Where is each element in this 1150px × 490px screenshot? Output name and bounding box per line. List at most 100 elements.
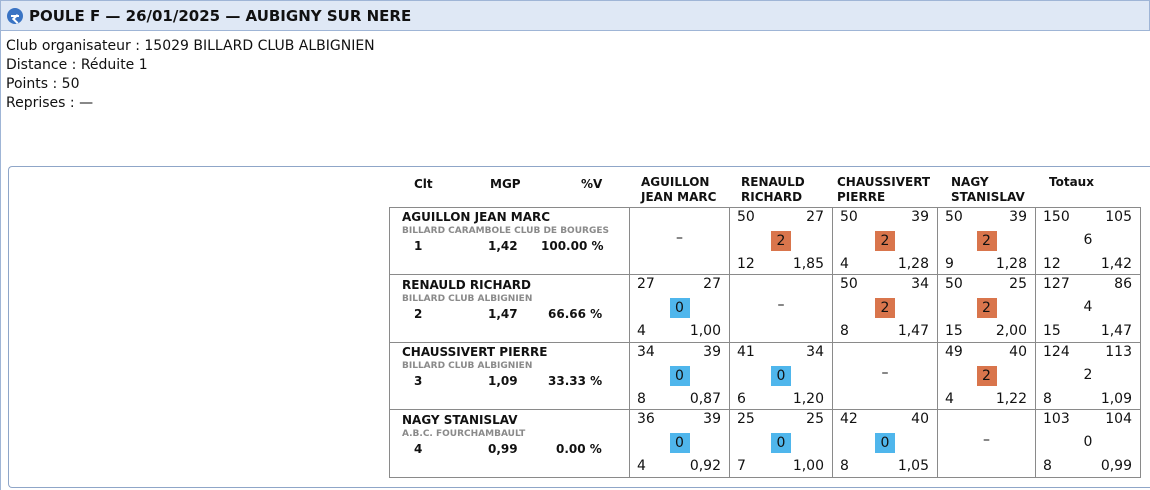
loss-points-badge: 0 xyxy=(669,366,690,386)
opponent-points: 34 xyxy=(806,344,824,360)
average: 1,00 xyxy=(689,323,721,339)
opponent-points: 86 xyxy=(1114,276,1132,292)
innings: 8 xyxy=(840,323,849,339)
match-cell: 42 40 8 1,05 0 xyxy=(833,410,937,476)
player-name: AGUILLON JEAN MARC xyxy=(402,210,551,224)
match-cell: 49 40 4 1,22 2 xyxy=(938,343,1035,409)
opponent-points: 104 xyxy=(1105,411,1132,427)
totals-cell: 127 86 15 1,47 4 xyxy=(1036,275,1140,341)
points-scored: 127 xyxy=(1043,276,1070,292)
header-opponent-3: CHAUSSIVERT PIERRE xyxy=(837,175,931,204)
self-match-cell: – xyxy=(630,208,729,274)
grid-line xyxy=(1140,207,1141,478)
grid-line xyxy=(832,207,833,478)
innings: 4 xyxy=(840,256,849,272)
points-scored: 50 xyxy=(840,209,858,225)
player-pv: 33.33 % xyxy=(548,374,603,388)
total-match-points: 2 xyxy=(1083,367,1093,383)
total-match-points: 0 xyxy=(1083,434,1093,450)
empty-match-dash: – xyxy=(983,432,990,448)
match-cell: 50 34 8 1,47 2 xyxy=(833,275,937,341)
grid-line xyxy=(389,207,390,478)
grid-line xyxy=(389,342,1141,343)
points-scored: 25 xyxy=(737,411,755,427)
loss-points-badge: 0 xyxy=(669,298,690,318)
opponent-points: 27 xyxy=(703,276,721,292)
innings: 8 xyxy=(1043,458,1052,474)
player-mgp: 1,42 xyxy=(488,239,518,253)
innings: 8 xyxy=(1043,391,1052,407)
info-organizer: Club organisateur : 15029 BILLARD CLUB A… xyxy=(6,38,375,54)
opponent-points: 25 xyxy=(806,411,824,427)
player-club: BILLARD CARAMBOLE CLUB DE BOURGES xyxy=(402,226,609,236)
average: 1,20 xyxy=(792,391,824,407)
innings: 4 xyxy=(637,458,646,474)
average: 1,47 xyxy=(1100,323,1132,339)
points-scored: 41 xyxy=(737,344,755,360)
opponent-points: 34 xyxy=(911,276,929,292)
header-opponent-4: NAGY STANISLAV xyxy=(951,175,1025,204)
title-bar: POULE F — 26/01/2025 — AUBIGNY SUR NERE xyxy=(0,0,1150,31)
total-match-points: 6 xyxy=(1083,232,1093,248)
loss-points-badge: 0 xyxy=(875,433,895,453)
player-mgp: 1,09 xyxy=(488,374,518,388)
totals-cell: 124 113 8 1,09 2 xyxy=(1036,343,1140,409)
player-name: NAGY STANISLAV xyxy=(402,413,518,427)
innings: 15 xyxy=(1043,323,1061,339)
player-club: BILLARD CLUB ALBIGNIEN xyxy=(402,361,533,371)
opponent-points: 40 xyxy=(1009,344,1027,360)
header-totals: Totaux xyxy=(1049,175,1094,189)
header-opponent-1: AGUILLON JEAN MARC xyxy=(641,175,717,204)
points-scored: 50 xyxy=(840,276,858,292)
average: 1,47 xyxy=(897,323,929,339)
innings: 4 xyxy=(945,391,954,407)
points-scored: 50 xyxy=(737,209,755,225)
header-clt: Clt xyxy=(414,177,433,191)
points-scored: 50 xyxy=(945,276,963,292)
opponent-points: 27 xyxy=(806,209,824,225)
player-mgp: 0,99 xyxy=(488,442,518,456)
innings: 7 xyxy=(737,458,746,474)
match-cell: 50 25 15 2,00 2 xyxy=(938,275,1035,341)
page-title: POULE F — 26/01/2025 — AUBIGNY SUR NERE xyxy=(29,6,412,25)
win-points-badge: 2 xyxy=(976,366,997,386)
grid-line xyxy=(937,207,938,478)
match-cell: 41 34 6 1,20 0 xyxy=(730,343,832,409)
points-scored: 124 xyxy=(1043,344,1070,360)
info-reprises: Reprises : — xyxy=(6,95,94,111)
player-pv: 100.00 % xyxy=(541,239,604,253)
average: 1,28 xyxy=(897,256,929,272)
info-points: Points : 50 xyxy=(6,76,80,92)
self-match-cell: – xyxy=(730,275,832,341)
opponent-points: 40 xyxy=(911,411,929,427)
opponent-points: 39 xyxy=(703,344,721,360)
average: 2,00 xyxy=(995,323,1027,339)
average: 0,92 xyxy=(689,458,721,474)
header-pv: %V xyxy=(581,177,603,191)
innings: 8 xyxy=(840,458,849,474)
back-arrow-icon[interactable] xyxy=(7,7,23,24)
average: 1,85 xyxy=(792,256,824,272)
points-scored: 103 xyxy=(1043,411,1070,427)
player-clt: 4 xyxy=(414,442,423,456)
innings: 12 xyxy=(737,256,755,272)
match-cell: 50 39 9 1,28 2 xyxy=(938,208,1035,274)
opponent-points: 105 xyxy=(1105,209,1132,225)
header-mgp: MGP xyxy=(490,177,521,191)
self-match-cell: – xyxy=(833,343,937,409)
player-clt: 1 xyxy=(414,239,423,253)
self-match-cell: – xyxy=(938,410,1035,476)
player-clt: 2 xyxy=(414,307,423,321)
innings: 8 xyxy=(637,391,646,407)
grid-line xyxy=(629,207,630,478)
average: 0,87 xyxy=(689,391,721,407)
opponent-points: 39 xyxy=(911,209,929,225)
opponent-points: 25 xyxy=(1009,276,1027,292)
points-scored: 36 xyxy=(637,411,655,427)
average: 1,22 xyxy=(995,391,1027,407)
match-cell: 50 27 12 1,85 2 xyxy=(730,208,832,274)
win-points-badge: 2 xyxy=(771,231,791,251)
grid-line xyxy=(729,207,730,478)
innings: 6 xyxy=(737,391,746,407)
innings: 9 xyxy=(945,256,954,272)
